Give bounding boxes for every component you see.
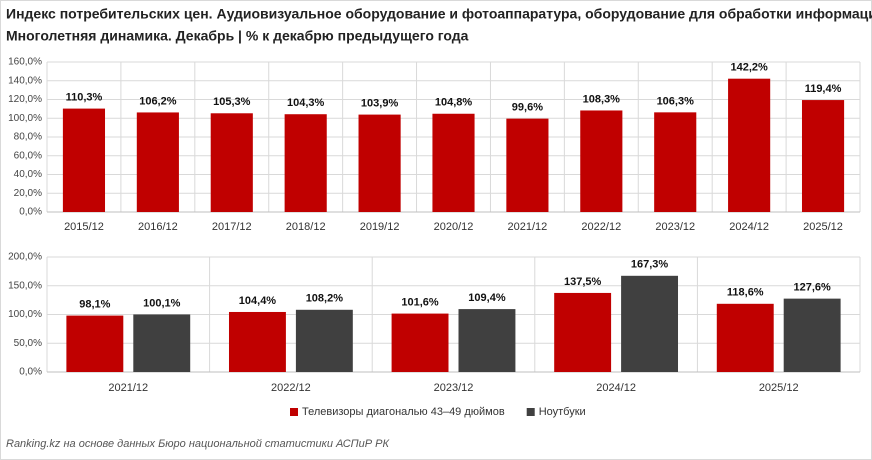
value-label: 109,4% bbox=[468, 292, 506, 304]
bar bbox=[66, 315, 124, 372]
y-tick-label: 160,0% bbox=[8, 57, 42, 68]
y-tick-label: 50,0% bbox=[14, 338, 42, 349]
x-tick-label: 2018/12 bbox=[286, 221, 326, 233]
value-label: 104,3% bbox=[287, 97, 325, 109]
y-tick-label: 120,0% bbox=[8, 94, 42, 105]
x-tick-label: 2015/12 bbox=[64, 221, 104, 233]
value-label: 98,1% bbox=[79, 298, 110, 310]
bar bbox=[458, 309, 516, 372]
x-tick-label: 2019/12 bbox=[360, 221, 400, 233]
value-label: 127,6% bbox=[793, 282, 831, 294]
value-label: 103,9% bbox=[361, 98, 399, 110]
x-tick-label: 2024/12 bbox=[729, 221, 769, 233]
value-label: 108,3% bbox=[583, 93, 621, 105]
value-label: 137,5% bbox=[564, 276, 602, 288]
value-label: 99,6% bbox=[512, 102, 543, 114]
bar bbox=[728, 78, 771, 212]
legend-swatch bbox=[290, 408, 298, 416]
value-label: 118,6% bbox=[727, 287, 764, 299]
bar bbox=[716, 303, 774, 372]
title: Индекс потребительских цен. Аудиовизуаль… bbox=[6, 6, 872, 22]
x-tick-label: 2017/12 bbox=[212, 221, 252, 233]
y-tick-label: 80,0% bbox=[14, 132, 42, 143]
bar bbox=[284, 114, 327, 212]
y-tick-label: 0,0% bbox=[19, 207, 42, 218]
bar bbox=[783, 298, 841, 372]
bar bbox=[228, 311, 286, 372]
value-label: 108,2% bbox=[306, 293, 344, 305]
x-tick-label: 2021/12 bbox=[508, 221, 548, 233]
legend-label: Телевизоры диагональю 43–49 дюймов bbox=[302, 406, 505, 418]
bar bbox=[801, 100, 845, 212]
legend-swatch bbox=[526, 408, 535, 416]
value-label: 104,8% bbox=[435, 97, 473, 109]
x-tick-label: 2024/12 bbox=[596, 382, 636, 394]
value-label: 119,4% bbox=[805, 83, 842, 95]
x-tick-label: 2022/12 bbox=[271, 382, 311, 394]
x-tick-label: 2025/12 bbox=[759, 382, 799, 394]
bar bbox=[133, 314, 191, 372]
value-label: 110,3% bbox=[66, 92, 103, 104]
bar bbox=[554, 292, 612, 372]
value-label: 104,4% bbox=[239, 295, 277, 307]
y-tick-label: 40,0% bbox=[14, 169, 42, 180]
x-tick-label: 2022/12 bbox=[581, 221, 621, 233]
bar bbox=[295, 309, 353, 372]
y-tick-label: 150,0% bbox=[8, 280, 42, 291]
value-label: 106,3% bbox=[657, 95, 695, 107]
value-label: 101,6% bbox=[401, 296, 439, 308]
y-tick-label: 200,0% bbox=[8, 252, 42, 263]
source: Ranking.kz на основе данных Бюро национа… bbox=[6, 438, 389, 450]
value-label: 167,3% bbox=[631, 259, 669, 271]
legend-label: Ноутбуки bbox=[539, 406, 586, 418]
value-label: 105,3% bbox=[213, 96, 251, 108]
subtitle: Многолетняя динамика. Декабрь | % к дека… bbox=[6, 28, 469, 44]
x-tick-label: 2021/12 bbox=[108, 382, 148, 394]
x-tick-label: 2020/12 bbox=[434, 221, 474, 233]
y-tick-label: 0,0% bbox=[19, 367, 42, 378]
bar bbox=[210, 113, 253, 212]
x-tick-label: 2016/12 bbox=[138, 221, 178, 233]
bar bbox=[391, 313, 449, 372]
value-label: 142,2% bbox=[730, 62, 768, 74]
value-label: 106,2% bbox=[139, 95, 177, 107]
x-tick-label: 2025/12 bbox=[803, 221, 843, 233]
y-tick-label: 60,0% bbox=[14, 150, 42, 161]
x-tick-label: 2023/12 bbox=[434, 382, 474, 394]
bar bbox=[358, 114, 401, 212]
bar bbox=[62, 108, 106, 212]
bar bbox=[432, 113, 475, 212]
bar bbox=[654, 112, 697, 212]
bar bbox=[580, 110, 623, 212]
bar bbox=[136, 112, 179, 212]
bar bbox=[621, 275, 679, 372]
value-label: 100,1% bbox=[143, 297, 181, 309]
y-tick-label: 140,0% bbox=[8, 75, 42, 86]
y-tick-label: 100,0% bbox=[8, 113, 42, 124]
y-tick-label: 100,0% bbox=[8, 309, 42, 320]
y-tick-label: 20,0% bbox=[14, 188, 42, 199]
x-tick-label: 2023/12 bbox=[655, 221, 695, 233]
bar bbox=[506, 118, 549, 212]
